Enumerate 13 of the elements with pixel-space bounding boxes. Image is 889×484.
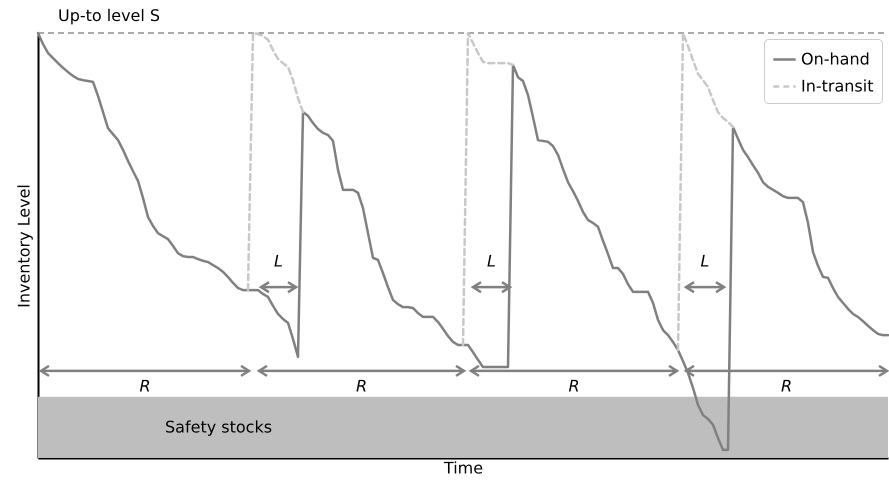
ref-line-label: Up-to level S bbox=[58, 6, 160, 25]
band-label: Safety stocks bbox=[165, 417, 272, 436]
annotation: L bbox=[274, 252, 283, 271]
annotation: L bbox=[700, 252, 710, 271]
annotation: L bbox=[487, 252, 496, 271]
annotation: R bbox=[139, 376, 151, 396]
annotation: R bbox=[356, 376, 368, 396]
y-axis-title: Inventory Level bbox=[14, 184, 34, 308]
legend-label: On-hand bbox=[801, 50, 870, 68]
x-axis-title: Time bbox=[442, 458, 484, 478]
annotation: R bbox=[568, 376, 580, 396]
annotation: R bbox=[780, 376, 792, 396]
legend-label: In-transit bbox=[801, 76, 874, 96]
